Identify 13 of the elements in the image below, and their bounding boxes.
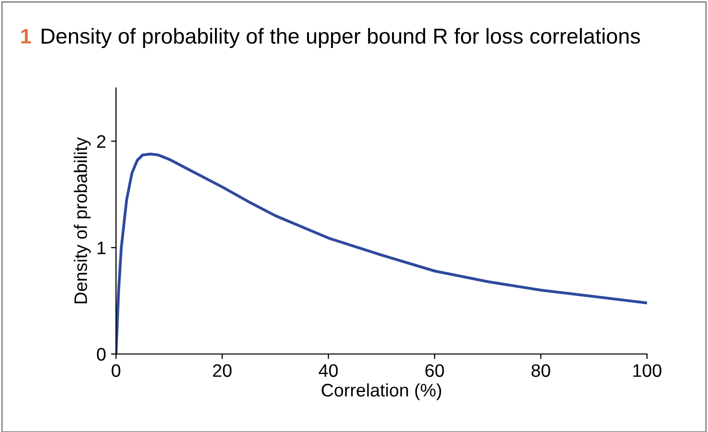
- x-tick-label: 20: [213, 364, 232, 377]
- x-tick-label: 0: [112, 364, 120, 377]
- y-tick-label: 0: [96, 348, 106, 361]
- x-tick-label: 100: [633, 364, 662, 377]
- x-tick-label: 80: [532, 364, 550, 377]
- y-tick-label: 1: [98, 242, 106, 254]
- x-axis-title: Correlation (%): [322, 383, 442, 400]
- y-tick-label: 2: [97, 135, 106, 148]
- x-tick-label: 60: [425, 364, 444, 377]
- x-tick-label: 40: [318, 364, 338, 377]
- chart-title: Density of probability of the upper bound R for loss correlations: [42, 28, 640, 48]
- text: 1: [21, 29, 32, 44]
- y-axis-title: Density of probability: [74, 137, 91, 304]
